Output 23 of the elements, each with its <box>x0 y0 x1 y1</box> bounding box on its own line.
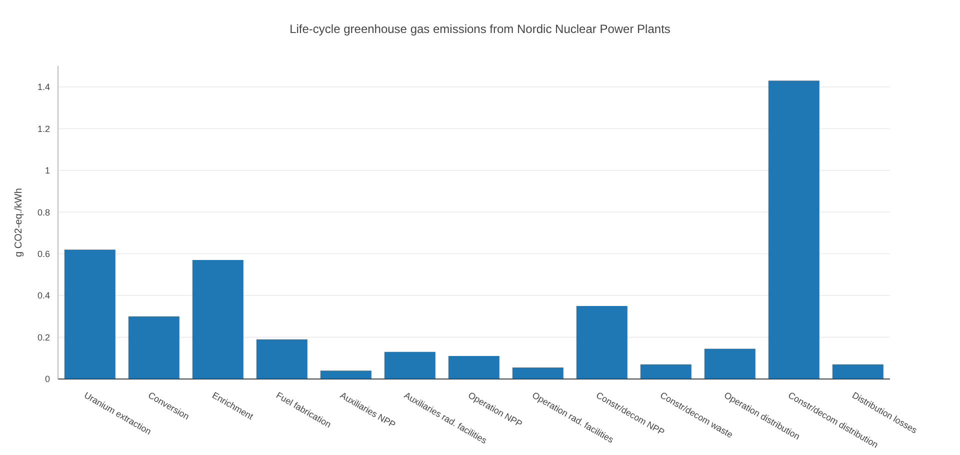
y-tick-label: 0 <box>44 374 50 384</box>
y-tick-label: 0.6 <box>37 248 50 259</box>
bar <box>320 370 372 379</box>
bar <box>384 352 436 379</box>
y-tick-label: 0.2 <box>37 332 50 342</box>
y-tick-label: 0.4 <box>37 290 50 301</box>
y-tick-label: 1.4 <box>37 82 50 92</box>
bar <box>704 348 756 379</box>
chart-title: Life-cycle greenhouse gas emissions from Nordic Nuclear Power Plants <box>290 22 670 36</box>
y-tick-label: 1 <box>44 166 50 176</box>
bar <box>576 306 628 379</box>
bar <box>448 356 500 379</box>
bar <box>640 364 692 379</box>
bar <box>64 250 116 379</box>
bar <box>768 80 820 379</box>
y-tick-label: 0.8 <box>37 207 50 218</box>
y-axis-title: g CO2-eq./kWh <box>14 188 25 257</box>
bar <box>512 368 564 379</box>
y-tick-label: 1.2 <box>37 124 50 134</box>
bar <box>832 364 884 379</box>
bar <box>128 316 180 379</box>
bar <box>256 339 308 379</box>
bar <box>192 260 244 379</box>
